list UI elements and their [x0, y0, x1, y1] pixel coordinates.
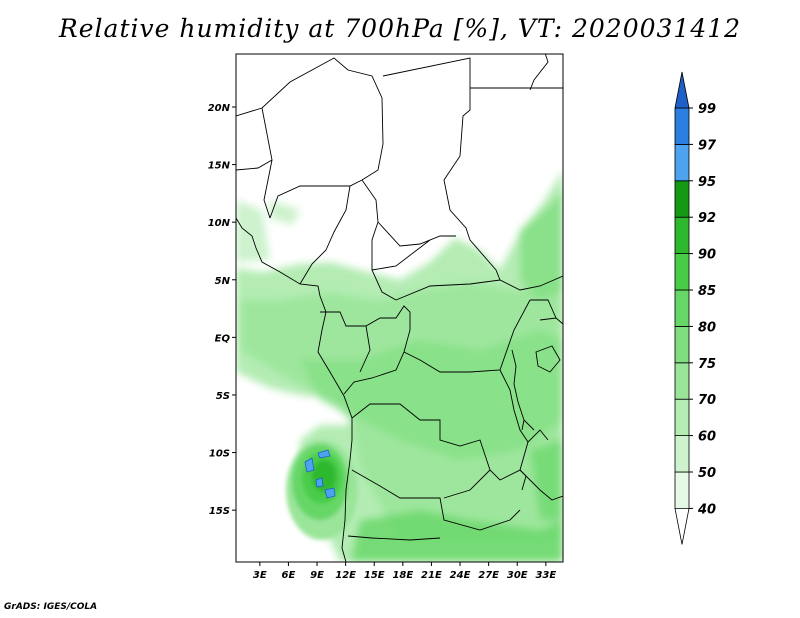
colorbar-segment	[674, 471, 690, 509]
lat-tick-label: EQ	[215, 333, 231, 344]
colorbar-label: 75	[698, 357, 716, 372]
lon-tick-label: 15E	[364, 570, 385, 581]
map-frame	[235, 53, 564, 563]
country-borders	[236, 54, 563, 562]
colorbar-segment	[674, 216, 690, 254]
lon-tick-label: 12E	[335, 570, 356, 581]
colorbar-segment	[674, 325, 690, 364]
colorbar-label: 85	[698, 284, 716, 299]
colorbar-segment	[674, 107, 690, 145]
grads-credit: GrADS: IGES/COLA	[4, 602, 98, 612]
lon-tick-label: 9E	[310, 570, 324, 581]
lat-tick-label: 5S	[216, 391, 230, 402]
colorbar-label: 95	[698, 175, 716, 190]
lon-tick-label: 24E	[450, 570, 471, 581]
colorbar-segment	[674, 398, 690, 437]
lon-tick-label: 21E	[421, 570, 442, 581]
lon-tick-label: 30E	[507, 570, 528, 581]
lon-tick-label: 3E	[253, 570, 267, 581]
colorbar-label: 97	[698, 138, 717, 153]
humidity-shading	[236, 54, 563, 562]
longitude-axis: 3E 6E 9E 12E 15E 18E 21E 24E 27E 30E 33E	[253, 562, 556, 581]
colorbar: 40 50 60 70 75 80 85 90 92 95 97 99	[674, 71, 717, 545]
lat-tick-label: 15S	[209, 506, 230, 517]
lat-tick-label: 20N	[208, 103, 231, 114]
colorbar-segment	[674, 435, 690, 473]
colorbar-label: 99	[698, 102, 716, 117]
lon-tick-label: 6E	[282, 570, 296, 581]
lon-tick-label: 18E	[392, 570, 413, 581]
lat-tick-label: 10S	[209, 449, 230, 460]
colorbar-label: 60	[698, 430, 716, 445]
colorbar-label: 90	[698, 248, 716, 263]
colorbar-label: 80	[698, 320, 716, 335]
colorbar-segment	[674, 362, 690, 400]
colorbar-segment	[674, 143, 690, 182]
lat-tick-label: 10N	[208, 218, 231, 229]
colorbar-label: 40	[697, 502, 716, 517]
latitude-axis: 20N 15N 10N 5N EQ 5S 10S 15S	[208, 103, 236, 517]
colorbar-segment	[674, 253, 690, 291]
colorbar-segment	[674, 289, 690, 327]
lat-tick-label: 15N	[208, 161, 231, 172]
chart-title: Relative humidity at 700hPa [%], VT: 202…	[58, 14, 742, 43]
colorbar-label: 92	[698, 211, 716, 226]
lat-tick-label: 5N	[215, 276, 231, 287]
colorbar-label: 70	[698, 393, 716, 408]
colorbar-lower-extension	[674, 508, 690, 545]
colorbar-label: 50	[698, 466, 716, 481]
colorbar-segment	[674, 180, 690, 218]
colorbar-upper-extension	[674, 71, 690, 109]
lon-tick-label: 33E	[535, 570, 556, 581]
lon-tick-label: 27E	[478, 570, 499, 581]
